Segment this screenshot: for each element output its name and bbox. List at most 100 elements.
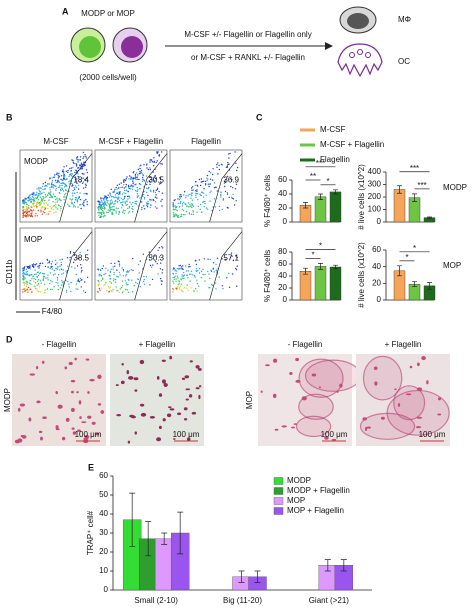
column-header: Flagellin — [191, 137, 221, 146]
flow-event — [71, 159, 73, 161]
flow-event — [128, 178, 130, 180]
flow-event — [101, 201, 103, 203]
flow-event — [79, 156, 82, 158]
flow-event — [136, 195, 139, 197]
flow-event — [47, 204, 49, 206]
flow-event — [33, 202, 35, 204]
flow-event — [179, 197, 181, 199]
flow-event — [38, 290, 40, 293]
flow-event — [151, 255, 153, 257]
flow-event — [191, 192, 193, 194]
flow-event — [215, 269, 217, 272]
flow-event — [122, 209, 125, 211]
flow-event — [207, 208, 209, 210]
flow-event — [196, 192, 199, 195]
flow-event — [196, 279, 198, 281]
flow-event — [187, 195, 189, 197]
flow-event — [104, 196, 106, 198]
condition-top: M-CSF +/- Flagellin or Flagellin only — [184, 30, 311, 39]
flow-event — [125, 200, 128, 202]
stained-cell — [198, 385, 202, 388]
y-tick-label: 0 — [283, 217, 288, 226]
flow-event — [99, 269, 102, 271]
flow-event — [151, 278, 154, 281]
flow-event — [154, 174, 156, 177]
flow-event — [46, 288, 49, 290]
flow-event — [80, 168, 82, 170]
flow-event — [132, 181, 134, 183]
flow-event — [100, 287, 103, 289]
flow-event — [29, 266, 31, 268]
flow-event — [200, 194, 202, 197]
flow-event — [37, 195, 39, 197]
flow-event — [122, 269, 125, 271]
flow-event — [220, 196, 222, 198]
flow-event — [125, 183, 128, 186]
flow-event — [208, 170, 210, 173]
flow-event — [130, 178, 132, 180]
flow-event — [101, 203, 103, 206]
flow-event — [198, 259, 201, 261]
flow-event — [131, 188, 134, 191]
flow-event — [73, 204, 75, 206]
flow-event — [226, 191, 228, 194]
flow-event — [209, 200, 211, 202]
flow-event — [61, 170, 64, 173]
flow-event — [22, 279, 25, 281]
flow-event — [109, 193, 111, 195]
flow-event — [27, 215, 30, 217]
flow-event — [58, 176, 60, 178]
flow-event — [47, 279, 49, 281]
flow-event — [57, 285, 59, 287]
flow-event — [46, 259, 49, 261]
flow-event — [34, 201, 36, 203]
flow-event — [192, 213, 194, 216]
flow-event — [103, 212, 105, 214]
flow-event — [134, 200, 136, 203]
y-axis-label: % F4/80⁺ cells — [263, 250, 272, 302]
flow-event — [161, 205, 163, 207]
flow-event — [60, 284, 63, 286]
stained-cell — [57, 404, 63, 409]
flow-event — [84, 291, 87, 294]
flow-event — [44, 265, 47, 268]
flow-event — [151, 199, 153, 201]
flow-event — [221, 164, 224, 166]
flow-event — [172, 291, 174, 293]
flow-event — [26, 281, 29, 283]
flow-event — [36, 215, 38, 217]
gate-value: 38.5 — [73, 253, 89, 262]
flow-event — [69, 205, 71, 208]
flow-event — [35, 273, 37, 275]
flow-event — [63, 186, 66, 188]
stained-cell — [55, 391, 58, 395]
flow-event — [191, 203, 193, 205]
y-tick-label: 300 — [368, 180, 382, 189]
flow-event — [52, 274, 55, 276]
flow-event — [81, 279, 83, 281]
flow-event — [51, 268, 54, 270]
flow-event — [115, 212, 117, 214]
flow-event — [60, 264, 63, 266]
flow-event — [198, 285, 200, 287]
flow-event — [226, 166, 229, 168]
flow-event — [209, 183, 211, 185]
flow-event — [178, 287, 181, 289]
y-tick-label: 100 — [368, 205, 382, 214]
flow-event — [57, 208, 59, 210]
flow-event — [118, 196, 120, 198]
flow-event — [191, 199, 194, 201]
flow-event — [131, 291, 134, 293]
flow-event — [61, 281, 64, 284]
flow-event — [118, 263, 121, 265]
flow-event — [120, 197, 123, 200]
flow-event — [38, 286, 41, 288]
flow-event — [118, 211, 121, 214]
flow-event — [208, 184, 210, 186]
flow-event — [109, 200, 112, 202]
flow-event — [32, 197, 35, 199]
flow-event — [57, 282, 59, 284]
flow-event — [76, 257, 78, 259]
stained-cell — [274, 428, 279, 431]
flow-event — [224, 190, 227, 193]
